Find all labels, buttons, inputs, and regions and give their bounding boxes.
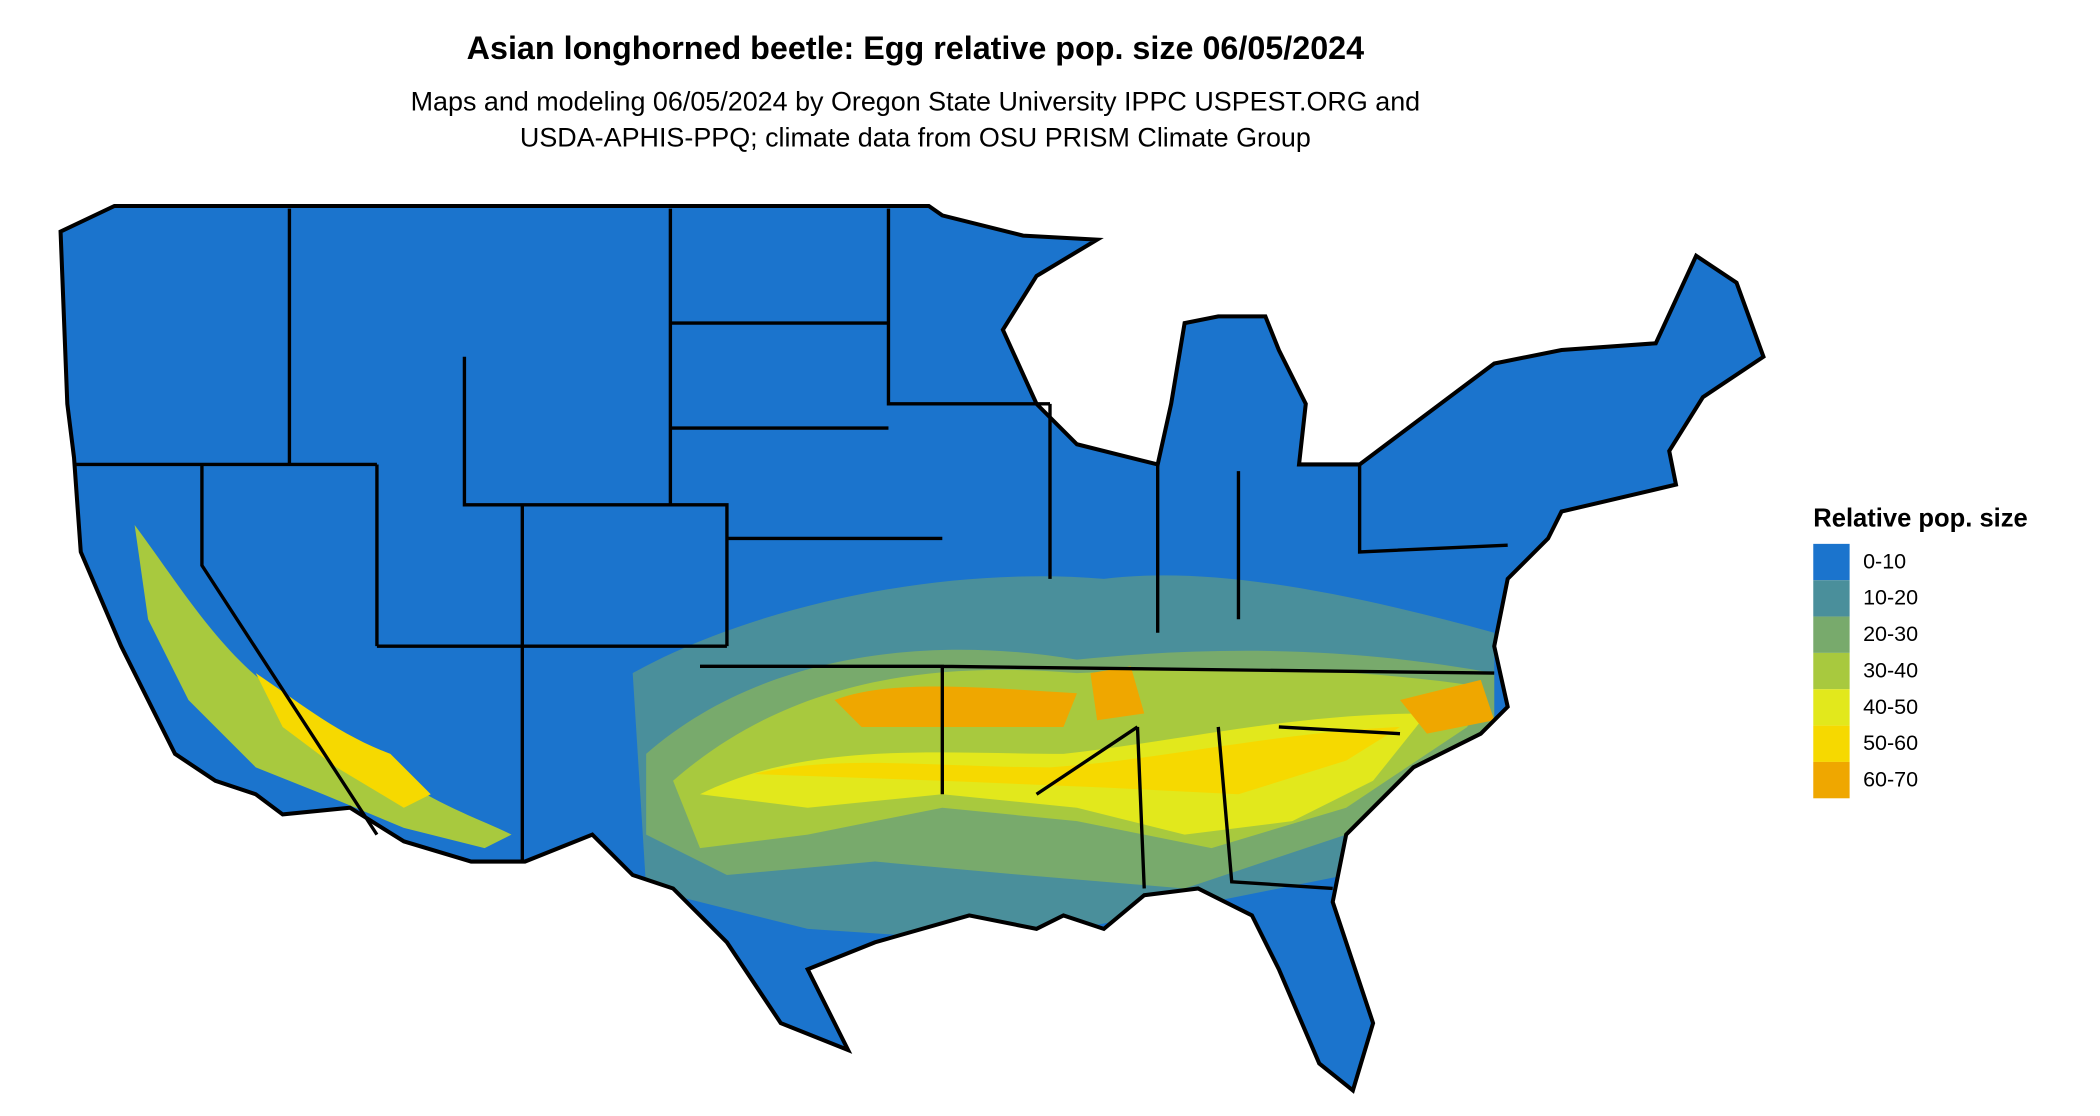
legend-label: 10-20 <box>1863 586 1918 610</box>
legend-swatch <box>1813 652 1850 690</box>
legend-label: 30-40 <box>1863 658 1918 682</box>
legend-label: 40-50 <box>1863 695 1918 719</box>
map-title: Asian longhorned beetle: Egg relative po… <box>467 30 1364 66</box>
region-fill <box>255 673 431 808</box>
legend-label: 60-70 <box>1863 767 1918 791</box>
legend-label: 50-60 <box>1863 731 1918 755</box>
legend-swatch <box>1813 725 1850 762</box>
region-fill <box>834 666 1495 734</box>
legend-swatch <box>1813 543 1850 581</box>
legend-swatch <box>1813 689 1850 726</box>
map-subtitle: USDA-APHIS-PPQ; climate data from OSU PR… <box>520 123 1311 153</box>
legend-swatch <box>1813 580 1850 617</box>
region-fill <box>753 726 1400 795</box>
legend-label: 0-10 <box>1863 549 1906 573</box>
legend-swatch <box>1813 761 1850 799</box>
legend-swatch <box>1813 616 1850 653</box>
legend: 0-10 10-20 20-30 30-40 40-50 50-60 60-70 <box>1813 543 1918 799</box>
legend-label: 20-30 <box>1863 622 1918 646</box>
region-fill <box>134 525 512 849</box>
map-area <box>60 205 1764 1091</box>
state-borders <box>74 208 1508 891</box>
legend-title: Relative pop. size <box>1813 504 2028 532</box>
map-subtitle: Maps and modeling 06/05/2024 by Oregon S… <box>411 86 1421 116</box>
